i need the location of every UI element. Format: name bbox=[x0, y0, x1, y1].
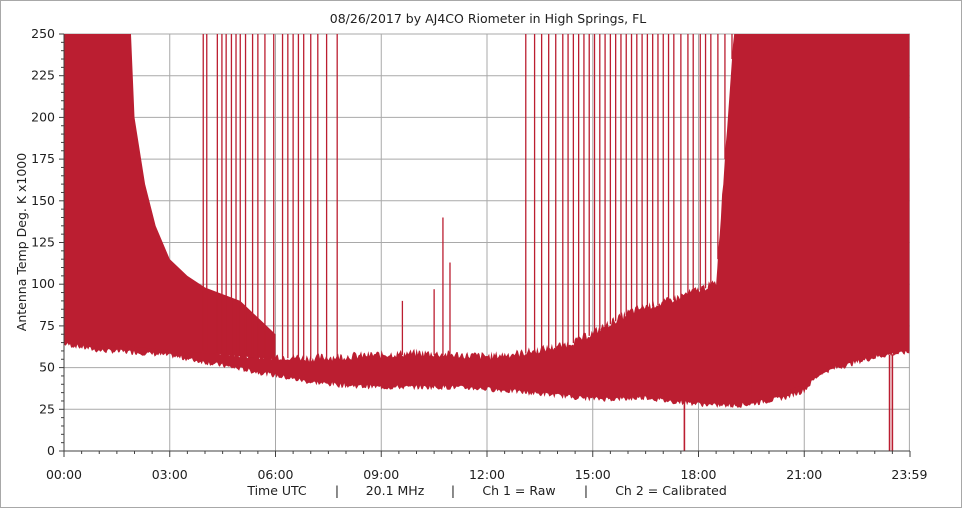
x-tick-label: 12:00 bbox=[469, 467, 505, 482]
x-axis-label: Time UTC | 20.1 MHz | Ch 1 = Raw | Ch 2 … bbox=[246, 483, 726, 498]
axes bbox=[59, 33, 911, 457]
x-tick-label: 21:00 bbox=[786, 467, 822, 482]
series-saturated-block bbox=[751, 34, 910, 401]
y-tick-label: 225 bbox=[31, 68, 55, 83]
x-axis-label-frequency: 20.1 MHz bbox=[366, 483, 425, 498]
y-tick-label: 0 bbox=[47, 443, 55, 458]
y-tick-labels: 0 25 50 75 100 125 150 175 200 225 250 bbox=[31, 26, 55, 458]
x-tick-label: 00:00 bbox=[46, 467, 82, 482]
y-axis-label: Antenna Temp Deg. K x1000 bbox=[14, 153, 29, 331]
x-axis-label-ch1: Ch 1 = Raw bbox=[482, 483, 555, 498]
series-saturated-block bbox=[64, 34, 276, 360]
x-axis-label-time: Time UTC bbox=[246, 483, 307, 498]
series-band bbox=[64, 34, 910, 408]
chart-title: 08/26/2017 by AJ4CO Riometer in High Spr… bbox=[330, 11, 646, 26]
x-axis-label-separator: | bbox=[451, 483, 455, 498]
x-tick-label: 15:00 bbox=[575, 467, 611, 482]
x-tick-label: 06:00 bbox=[257, 467, 293, 482]
x-axis-label-separator: | bbox=[584, 483, 588, 498]
interference-spikes bbox=[202, 34, 894, 451]
y-tick-label: 250 bbox=[31, 26, 55, 41]
x-tick-label: 18:00 bbox=[680, 467, 716, 482]
x-tick-label: 23:59 bbox=[891, 467, 927, 482]
y-tick-label: 150 bbox=[31, 193, 55, 208]
y-tick-label: 75 bbox=[39, 318, 55, 333]
y-tick-label: 200 bbox=[31, 109, 55, 124]
y-tick-label: 25 bbox=[39, 401, 55, 416]
y-tick-label: 175 bbox=[31, 151, 55, 166]
y-tick-label: 100 bbox=[31, 276, 55, 291]
x-axis-label-ch2: Ch 2 = Calibrated bbox=[615, 483, 727, 498]
x-tick-label: 03:00 bbox=[152, 467, 188, 482]
y-tick-label: 50 bbox=[39, 360, 55, 375]
x-tick-labels: 00:00 03:00 06:00 09:00 12:00 15:00 18:00 21:00… bbox=[46, 467, 927, 482]
x-tick-label: 09:00 bbox=[363, 467, 399, 482]
series-area-calibrated bbox=[64, 34, 910, 408]
x-axis-label-separator: | bbox=[335, 483, 339, 498]
y-tick-label: 125 bbox=[31, 235, 55, 250]
